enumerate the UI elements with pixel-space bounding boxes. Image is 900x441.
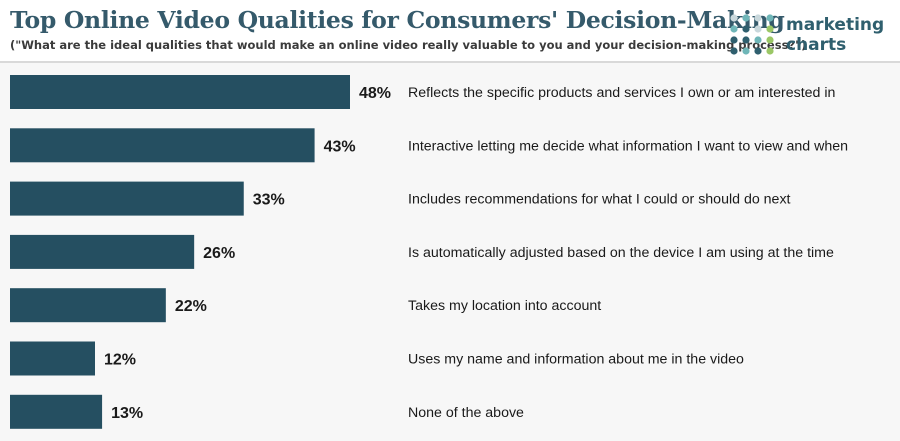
category-label: Reflects the specific products and servi…: [408, 85, 835, 101]
bar-value-label: 22%: [175, 298, 207, 315]
logo-text-line1: marketing: [786, 15, 885, 35]
bar-value-label: 43%: [324, 138, 356, 155]
category-label: Is automatically adjusted based on the d…: [408, 245, 834, 261]
bar-value-label: 26%: [203, 245, 235, 262]
chart-title: Top Online Video Qualities for Consumers…: [10, 6, 785, 34]
bar-chart: 48% Reflects the specific products and se…: [10, 75, 848, 429]
bar-value-label: 12%: [104, 352, 136, 369]
bar: [10, 394, 103, 429]
header-divider: [0, 61, 900, 63]
category-label: Takes my location into account: [408, 298, 601, 314]
logo-text-line2: charts: [786, 35, 847, 55]
category-label: Includes recommendations for what I coul…: [408, 192, 791, 208]
bar: [10, 341, 95, 376]
bar: [10, 75, 350, 109]
bar-value-label: 33%: [253, 192, 285, 209]
bar-value-label: 13%: [111, 405, 143, 422]
bar: [10, 128, 315, 163]
bar-value-label: 48%: [359, 85, 391, 102]
category-label: Uses my name and information about me in…: [408, 352, 744, 368]
category-label: None of the above: [408, 405, 524, 421]
category-label: Interactive letting me decide what infor…: [408, 138, 848, 154]
chart-subtitle: ("What are the ideal qualities that woul…: [10, 38, 807, 52]
marketing-charts-logo: marketing charts: [729, 14, 899, 56]
bar: [10, 181, 244, 216]
logo-dots-icon: [730, 14, 774, 55]
plot-area: 48% Reflects the specific products and se…: [0, 63, 900, 441]
bar: [10, 234, 195, 269]
bar: [10, 288, 166, 323]
